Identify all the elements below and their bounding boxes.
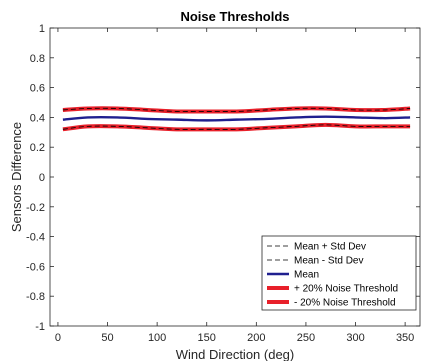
series-line-mean <box>62 115 411 122</box>
y-tick-label: -0.4 <box>26 232 45 244</box>
legend-label: Mean + Std Dev <box>294 242 366 253</box>
x-tick-label: 300 <box>346 332 364 344</box>
x-axis-title: Wind Direction (deg) <box>176 347 295 361</box>
x-tick-label: 50 <box>101 332 113 344</box>
y-tick-label: -1 <box>35 321 45 333</box>
y-tick-label: 0.2 <box>30 142 45 154</box>
legend-label: Mean <box>294 270 319 281</box>
series-layer <box>62 106 411 132</box>
y-tick-label: -0.8 <box>26 291 45 303</box>
y-axis-title: Sensors Difference <box>9 122 24 232</box>
x-tick-label: 150 <box>198 332 216 344</box>
x-tick-label: 250 <box>297 332 315 344</box>
x-tick-label: 350 <box>396 332 414 344</box>
legend-label: + 20% Noise Threshold <box>294 284 398 295</box>
legend-label: - 20% Noise Threshold <box>294 298 396 309</box>
x-tick-label: 200 <box>247 332 265 344</box>
y-tick-label: 0 <box>39 172 45 184</box>
chart-title: Noise Thresholds <box>180 9 289 24</box>
series-line-mean-std-dev <box>62 107 411 112</box>
x-tick-label: 0 <box>55 332 61 344</box>
y-tick-label: 0.6 <box>30 83 45 95</box>
y-tick-label: 1 <box>39 23 45 35</box>
legend: Mean + Std Dev Mean - Std Dev Mean + 20% No… <box>261 235 417 311</box>
y-tick-label: -0.6 <box>26 261 45 273</box>
series-line-20-noise-threshold <box>62 122 411 132</box>
y-tick-label: 0.8 <box>30 53 45 65</box>
y-tick-label: -0.2 <box>26 202 45 214</box>
y-tick-label: 0.4 <box>30 112 45 124</box>
x-tick-label: 100 <box>148 332 166 344</box>
legend-label: Mean - Std Dev <box>294 256 363 267</box>
axis-ticks: 0 50 100 150 200 250 300 350 -1 -0.8 -0.6 -0.4 -0.2 0… <box>26 23 420 344</box>
